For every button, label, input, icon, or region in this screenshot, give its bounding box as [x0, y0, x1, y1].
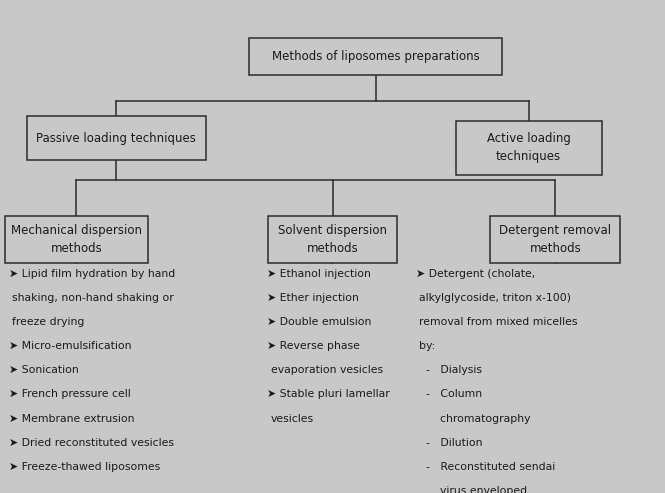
Text: ➤ Dried reconstituted vesicles: ➤ Dried reconstituted vesicles [9, 438, 174, 448]
Text: ➤ Sonication: ➤ Sonication [9, 365, 78, 375]
FancyBboxPatch shape [249, 38, 502, 75]
Text: chromatography: chromatography [419, 414, 531, 423]
Text: -   Reconstituted sendai: - Reconstituted sendai [419, 462, 555, 472]
Text: ➤ Stable pluri lamellar: ➤ Stable pluri lamellar [267, 389, 390, 399]
Text: Passive loading techniques: Passive loading techniques [37, 132, 196, 144]
FancyBboxPatch shape [267, 216, 397, 262]
FancyBboxPatch shape [27, 116, 206, 160]
Text: Methods of liposomes preparations: Methods of liposomes preparations [272, 50, 479, 63]
Text: alkylglycoside, triton x-100): alkylglycoside, triton x-100) [419, 293, 571, 303]
Text: vesicles: vesicles [271, 414, 314, 423]
Text: Detergent removal
methods: Detergent removal methods [499, 224, 611, 254]
Text: ➤ Freeze-thawed liposomes: ➤ Freeze-thawed liposomes [9, 462, 160, 472]
Text: ➤ Detergent (cholate,: ➤ Detergent (cholate, [416, 269, 535, 279]
Text: freeze drying: freeze drying [12, 317, 84, 327]
FancyBboxPatch shape [456, 121, 602, 175]
Text: ➤ Lipid film hydration by hand: ➤ Lipid film hydration by hand [9, 269, 175, 279]
Text: -   Dilution: - Dilution [419, 438, 482, 448]
FancyBboxPatch shape [490, 216, 620, 262]
Text: evaporation vesicles: evaporation vesicles [271, 365, 383, 375]
Text: -   Dialysis: - Dialysis [419, 365, 482, 375]
Text: by:: by: [419, 341, 435, 351]
Text: shaking, non-hand shaking or: shaking, non-hand shaking or [12, 293, 174, 303]
Text: ➤ Micro-emulsification: ➤ Micro-emulsification [9, 341, 131, 351]
Text: ➤ Ethanol injection: ➤ Ethanol injection [267, 269, 371, 279]
Text: removal from mixed micelles: removal from mixed micelles [419, 317, 577, 327]
Text: Mechanical dispersion
methods: Mechanical dispersion methods [11, 224, 142, 254]
Text: ➤ Reverse phase: ➤ Reverse phase [267, 341, 360, 351]
Text: virus enveloped: virus enveloped [419, 486, 527, 493]
Text: ➤ Double emulsion: ➤ Double emulsion [267, 317, 372, 327]
Text: ➤ French pressure cell: ➤ French pressure cell [9, 389, 130, 399]
FancyBboxPatch shape [5, 216, 148, 262]
Text: Solvent dispersion
methods: Solvent dispersion methods [278, 224, 387, 254]
Text: -   Column: - Column [419, 389, 482, 399]
Text: Active loading
techniques: Active loading techniques [487, 133, 571, 163]
Text: ➤ Ether injection: ➤ Ether injection [267, 293, 359, 303]
Text: ➤ Membrane extrusion: ➤ Membrane extrusion [9, 414, 134, 423]
